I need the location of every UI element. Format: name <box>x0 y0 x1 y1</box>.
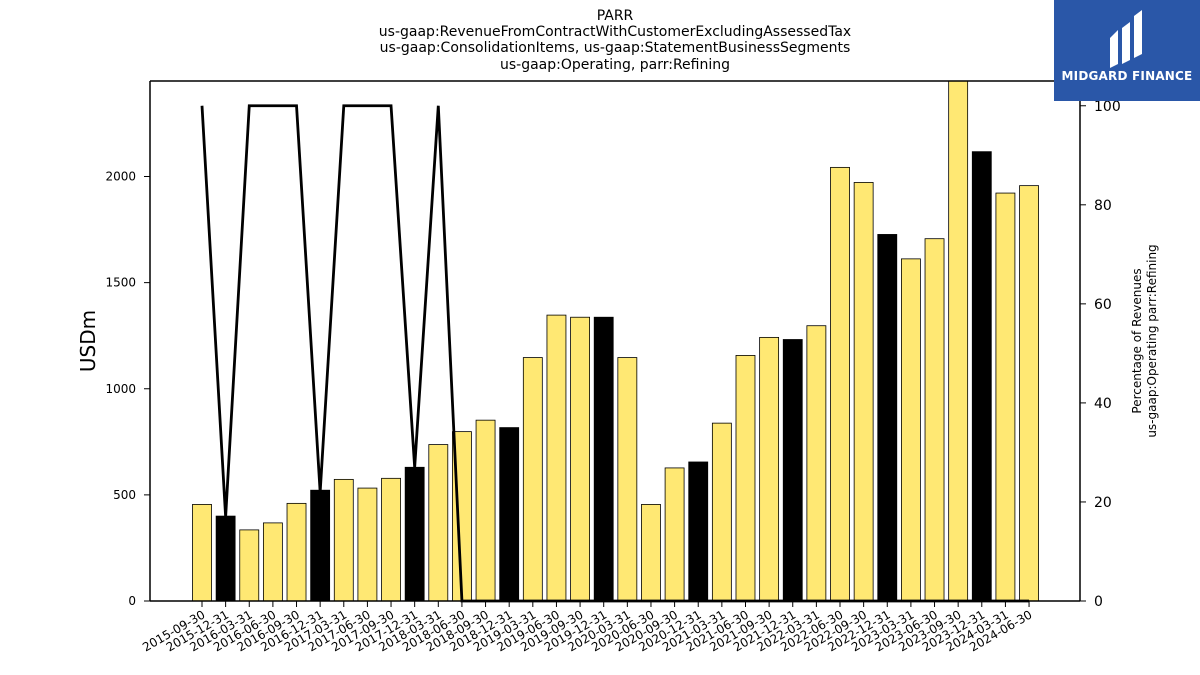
x-axis-ticks: 2015-09-302015-12-312016-03-312016-06-30… <box>140 601 1035 654</box>
logo-mark-icon <box>1110 10 1142 68</box>
bar <box>357 487 378 602</box>
title-line-3: us-gaap:ConsolidationItems, us-gaap:Stat… <box>380 40 851 56</box>
bar <box>310 489 331 602</box>
bar <box>759 336 780 602</box>
title-line-1: PARR <box>597 8 634 24</box>
bar <box>381 477 401 602</box>
y-tick-label: 1000 <box>105 382 136 396</box>
y2-tick-label: 60 <box>1094 297 1112 313</box>
bar <box>971 151 992 602</box>
title-line-2: us-gaap:RevenueFromContractWithCustomerE… <box>379 24 851 40</box>
y-tick-label: 1500 <box>105 276 136 290</box>
bar <box>522 357 543 602</box>
bar <box>617 357 638 602</box>
y2-axis-title-line-1: Percentage of Revenues <box>1130 268 1144 413</box>
bar <box>1019 185 1039 602</box>
y2-axis-ticks: 0 20 40 60 80 100 <box>1080 99 1121 610</box>
y-axis-ticks: 0 500 1000 1500 2000 <box>105 170 150 608</box>
bar <box>475 419 496 602</box>
y2-tick-label: 40 <box>1094 396 1112 412</box>
bar <box>901 258 921 602</box>
y2-tick-label: 100 <box>1094 99 1121 115</box>
bar <box>924 238 945 602</box>
bar <box>239 529 260 602</box>
y2-axis-title: Percentage of Revenues us-gaap:Operating… <box>1130 244 1159 437</box>
bar-series <box>192 80 1039 602</box>
bar <box>192 504 212 602</box>
bar <box>428 444 449 602</box>
axes <box>149 80 1081 602</box>
y-tick-label: 0 <box>128 594 136 608</box>
bar <box>286 502 307 602</box>
y2-tick-label: 80 <box>1094 198 1112 214</box>
bar <box>404 466 425 602</box>
y-tick-label: 500 <box>113 488 136 502</box>
bar <box>215 515 236 602</box>
bar <box>806 325 827 602</box>
y2-tick-label: 20 <box>1094 495 1112 511</box>
bar <box>877 234 898 602</box>
bar <box>735 355 756 602</box>
bar <box>782 339 803 602</box>
y2-axis-title-line-2: us-gaap:Operating parr:Refining <box>1145 244 1159 437</box>
bar <box>333 478 354 602</box>
y-axis-title: USDm <box>76 310 100 372</box>
title-line-4: us-gaap:Operating, parr:Refining <box>500 57 730 73</box>
bar <box>570 316 590 602</box>
bar <box>711 422 732 602</box>
bar <box>499 427 520 602</box>
bar <box>688 461 709 602</box>
bar <box>948 80 969 602</box>
y-tick-label: 2000 <box>105 170 136 184</box>
y2-tick-label: 0 <box>1094 594 1103 610</box>
bar <box>546 314 567 602</box>
bar <box>995 192 1016 602</box>
bar <box>593 316 614 602</box>
bar <box>262 522 283 602</box>
bar <box>664 467 685 602</box>
bar <box>641 504 661 602</box>
chart-title: PARR us-gaap:RevenueFromContractWithCust… <box>379 8 851 73</box>
bar <box>830 166 850 602</box>
bar <box>853 182 874 602</box>
brand-logo: MIDGARD FINANCE <box>1054 0 1200 101</box>
logo-text: MIDGARD FINANCE <box>1061 69 1193 83</box>
